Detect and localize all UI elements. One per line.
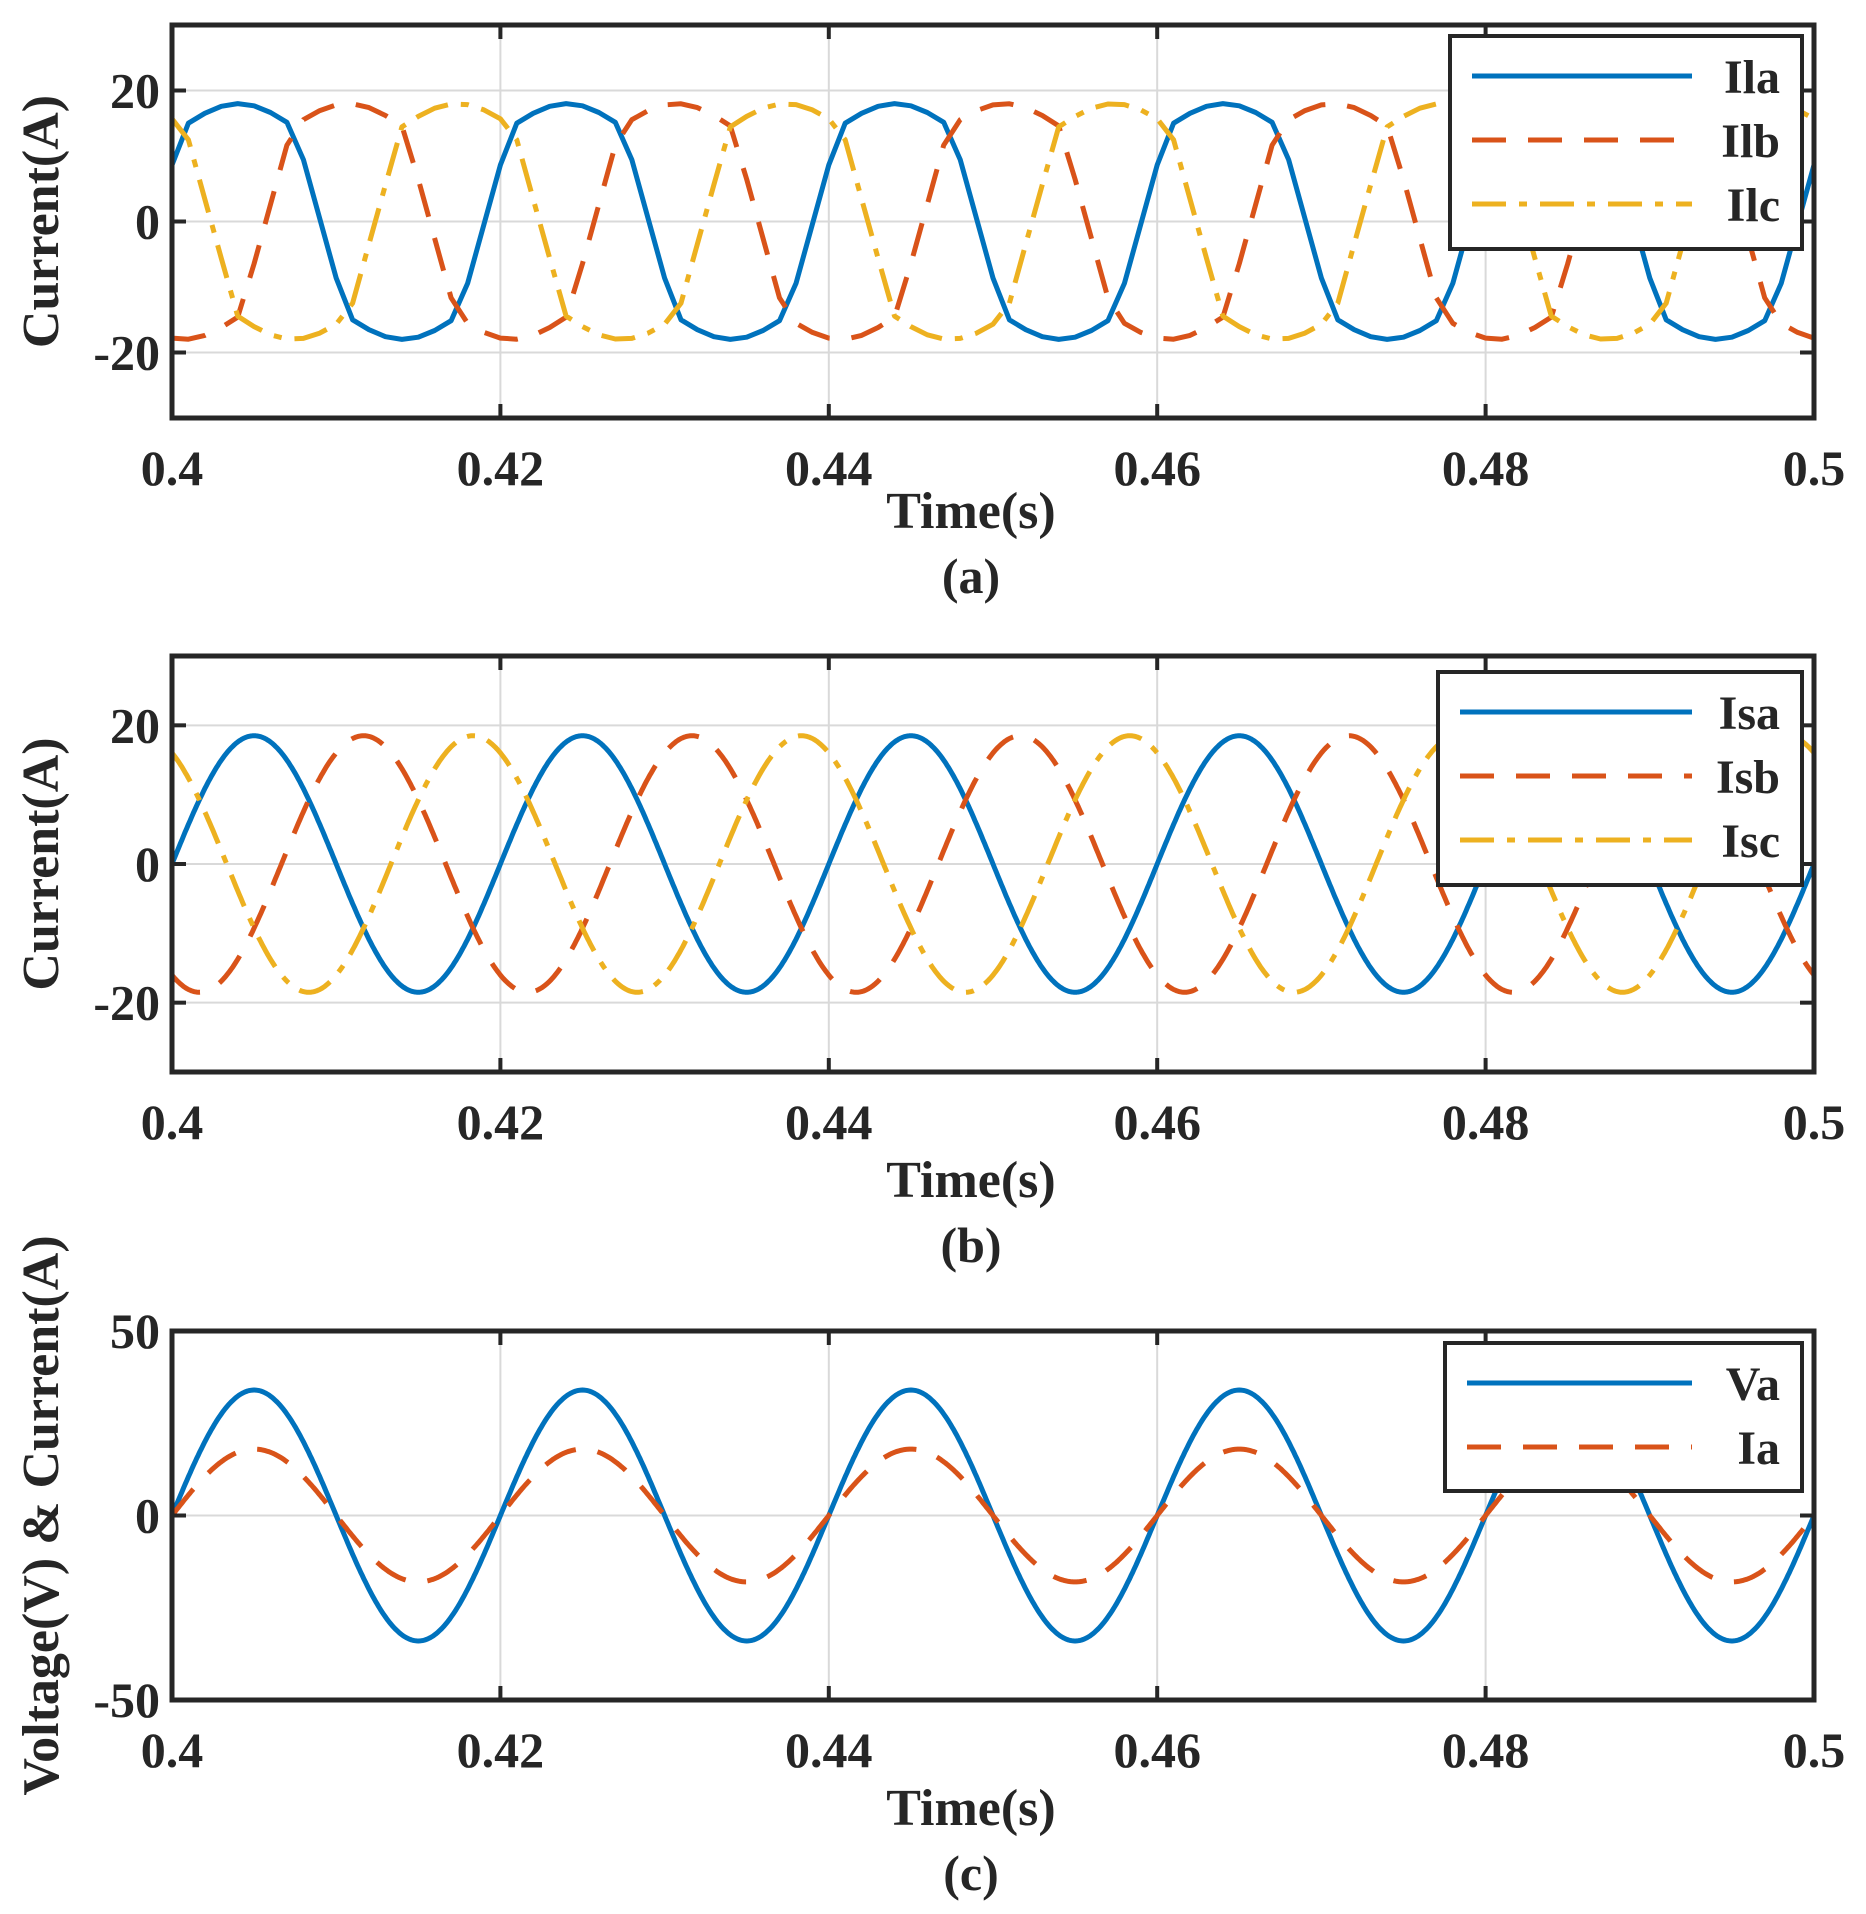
y-tick-label: 0	[135, 1488, 160, 1544]
x-tick-label: 0.4	[141, 440, 204, 496]
panel-caption: (a)	[942, 548, 1000, 604]
chart-panel-1: 0.4 0.42 0.44 0.46 0.48 0.5 -20 0 20 Time(s) Curre…	[13, 22, 1846, 604]
legend-label-isb: Isb	[1716, 751, 1780, 804]
series-line-ilc	[172, 101, 1814, 342]
y-axis-label: Current(A)	[13, 95, 70, 348]
x-tick-label: 0.48	[1442, 1094, 1530, 1150]
legend-label-ila: Ila	[1724, 51, 1780, 104]
x-tick-label: 0.46	[1113, 1722, 1201, 1778]
x-axis-label: Time(s)	[886, 483, 1055, 540]
legend-label-isa: Isa	[1719, 687, 1780, 740]
y-tick-label: 0	[135, 836, 160, 892]
series-line-isb	[172, 733, 1814, 995]
x-tick-label: 0.42	[457, 1722, 545, 1778]
y-tick-label: -50	[93, 1672, 160, 1728]
legend-label-isc: Isc	[1721, 815, 1780, 868]
y-axis-label: Voltage(V) & Current(A)	[13, 1235, 70, 1795]
legend-label-ia: Ia	[1737, 1422, 1780, 1475]
legend-box	[1443, 1341, 1804, 1493]
series-line-isc	[172, 733, 1814, 995]
x-tick-label: 0.46	[1113, 1094, 1201, 1150]
x-tick-label: 0.5	[1783, 1094, 1846, 1150]
x-tick-label: 0.44	[785, 440, 873, 496]
chart-panel-2: 0.4 0.42 0.44 0.46 0.48 0.5 -20 0 20 Time(s) Curre…	[13, 653, 1846, 1273]
legend-label-ilb: Ilb	[1721, 115, 1780, 168]
x-axis-label: Time(s)	[886, 1152, 1055, 1209]
x-tick-label: 0.44	[785, 1094, 873, 1150]
y-axis-label: Current(A)	[13, 737, 70, 990]
x-tick-label: 0.4	[141, 1094, 204, 1150]
y-tick-label: 20	[110, 697, 160, 753]
x-tick-label: 0.48	[1442, 440, 1530, 496]
legend: Ila Ilb Ilc	[1448, 34, 1804, 251]
x-tick-label: 0.48	[1442, 1722, 1530, 1778]
y-tick-label: -20	[93, 325, 160, 381]
panel-caption: (c)	[943, 1845, 999, 1901]
x-tick-label: 0.44	[785, 1722, 873, 1778]
x-tick-label: 0.5	[1783, 1722, 1846, 1778]
chart-panel-3: 0.4 0.42 0.44 0.46 0.48 0.5 -50 0 50 Time(s) Volta…	[13, 1235, 1845, 1901]
y-tick-label: -20	[93, 975, 160, 1031]
y-tick-label: 20	[110, 63, 160, 119]
legend-label-va: Va	[1726, 1358, 1780, 1411]
x-tick-label: 0.5	[1783, 440, 1846, 496]
legend: Va Ia	[1443, 1341, 1804, 1493]
x-tick-label: 0.4	[141, 1722, 204, 1778]
legend-label-ilc: Ilc	[1727, 179, 1780, 232]
x-tick-label: 0.42	[457, 1094, 545, 1150]
panel-caption: (b)	[940, 1217, 1001, 1273]
legend-box	[1448, 34, 1804, 251]
legend: Isa Isb Isc	[1436, 670, 1804, 887]
x-tick-label: 0.46	[1113, 440, 1201, 496]
x-tick-label: 0.42	[457, 440, 545, 496]
legend-box	[1436, 670, 1804, 887]
y-tick-label: 50	[110, 1303, 160, 1359]
series-line-ilb	[172, 101, 1814, 342]
x-axis-label: Time(s)	[886, 1780, 1055, 1837]
y-tick-label: 0	[135, 194, 160, 250]
